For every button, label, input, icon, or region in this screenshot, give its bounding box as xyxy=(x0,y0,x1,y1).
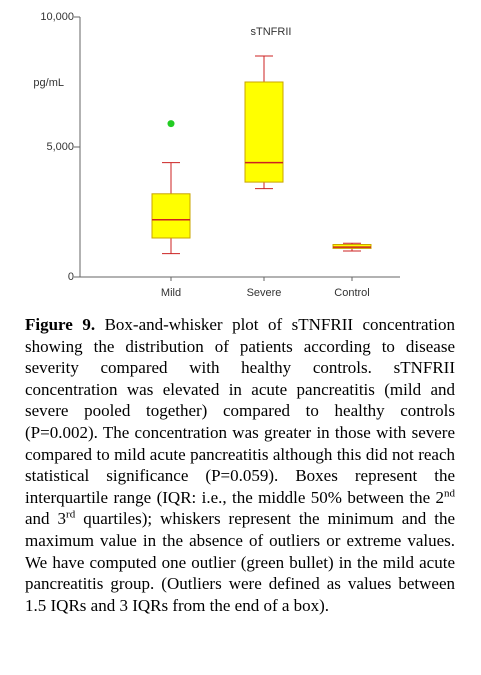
caption-label: Figure 9. xyxy=(25,315,96,334)
outlier xyxy=(167,120,175,128)
caption-text: quartiles); whiskers represent the minim… xyxy=(25,509,456,615)
box xyxy=(151,193,191,239)
chart-title: sTNFRII xyxy=(251,26,292,38)
caption-text: Box-and-whisker plot of sTNFRII concentr… xyxy=(25,315,455,507)
chart: sTNFRII pg/mL 0 5,000 10,000 Mild Severe Cont… xyxy=(33,11,400,299)
y-axis-label: pg/mL xyxy=(33,77,64,89)
y-tick-label: 5,000 xyxy=(46,141,74,153)
caption-text: and 3 xyxy=(25,509,67,529)
box xyxy=(244,81,284,183)
caption-sup: nd xyxy=(444,487,455,500)
y-tick-label: 0 xyxy=(68,271,74,283)
x-tick-label: Severe xyxy=(247,287,282,299)
x-tick-label: Mild xyxy=(161,287,181,299)
caption: Figure 9. Box-and-whisker plot of sTNFRI… xyxy=(25,314,455,616)
y-tick-label: 10,000 xyxy=(40,11,74,23)
caption-sup: rd xyxy=(66,508,76,521)
x-tick-label: Control xyxy=(334,287,369,299)
